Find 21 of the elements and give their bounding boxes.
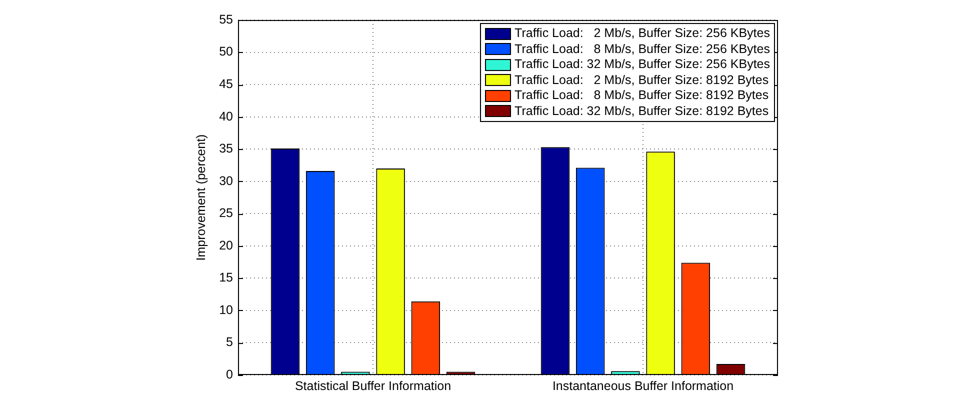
y-axis-title: Improvement (percent)	[194, 134, 208, 261]
y-tick-label: 35	[219, 142, 234, 156]
y-tick-label: 55	[219, 12, 234, 26]
legend-label: Traffic Load: 2 Mb/s, Buffer Size: 8192 Bytes	[514, 72, 769, 88]
y-tick-label: 20	[219, 238, 234, 252]
y-tick-label: 50	[219, 44, 234, 59]
legend-label: Traffic Load: 8 Mb/s, Buffer Size: 8192 Bytes	[514, 88, 769, 104]
y-tick-label: 5	[226, 335, 234, 350]
legend-label: Traffic Load: 32 Mb/s, Buffer Size: 256 KBytes	[514, 57, 770, 72]
y-tick-label: 25	[219, 206, 234, 220]
x-tick-label: Instantaneous Buffer Information	[552, 378, 734, 393]
legend-label: Traffic Load: 8 Mb/s, Buffer Size: 256 KBytes	[514, 42, 770, 57]
y-tick-label: 30	[219, 174, 234, 188]
y-tick-label: 40	[219, 109, 234, 124]
y-tick-label: 0	[226, 367, 234, 382]
legend-label: Traffic Load: 2 Mb/s, Buffer Size: 256 KBytes	[514, 26, 770, 42]
y-tick-label: 15	[219, 270, 234, 285]
x-tick-label: Statistical Buffer Information	[294, 378, 452, 393]
y-tick-label: 45	[219, 77, 234, 91]
y-tick-label: 10	[219, 302, 234, 317]
legend-label: Traffic Load: 32 Mb/s, Buffer Size: 8192 Bytes	[514, 104, 769, 119]
